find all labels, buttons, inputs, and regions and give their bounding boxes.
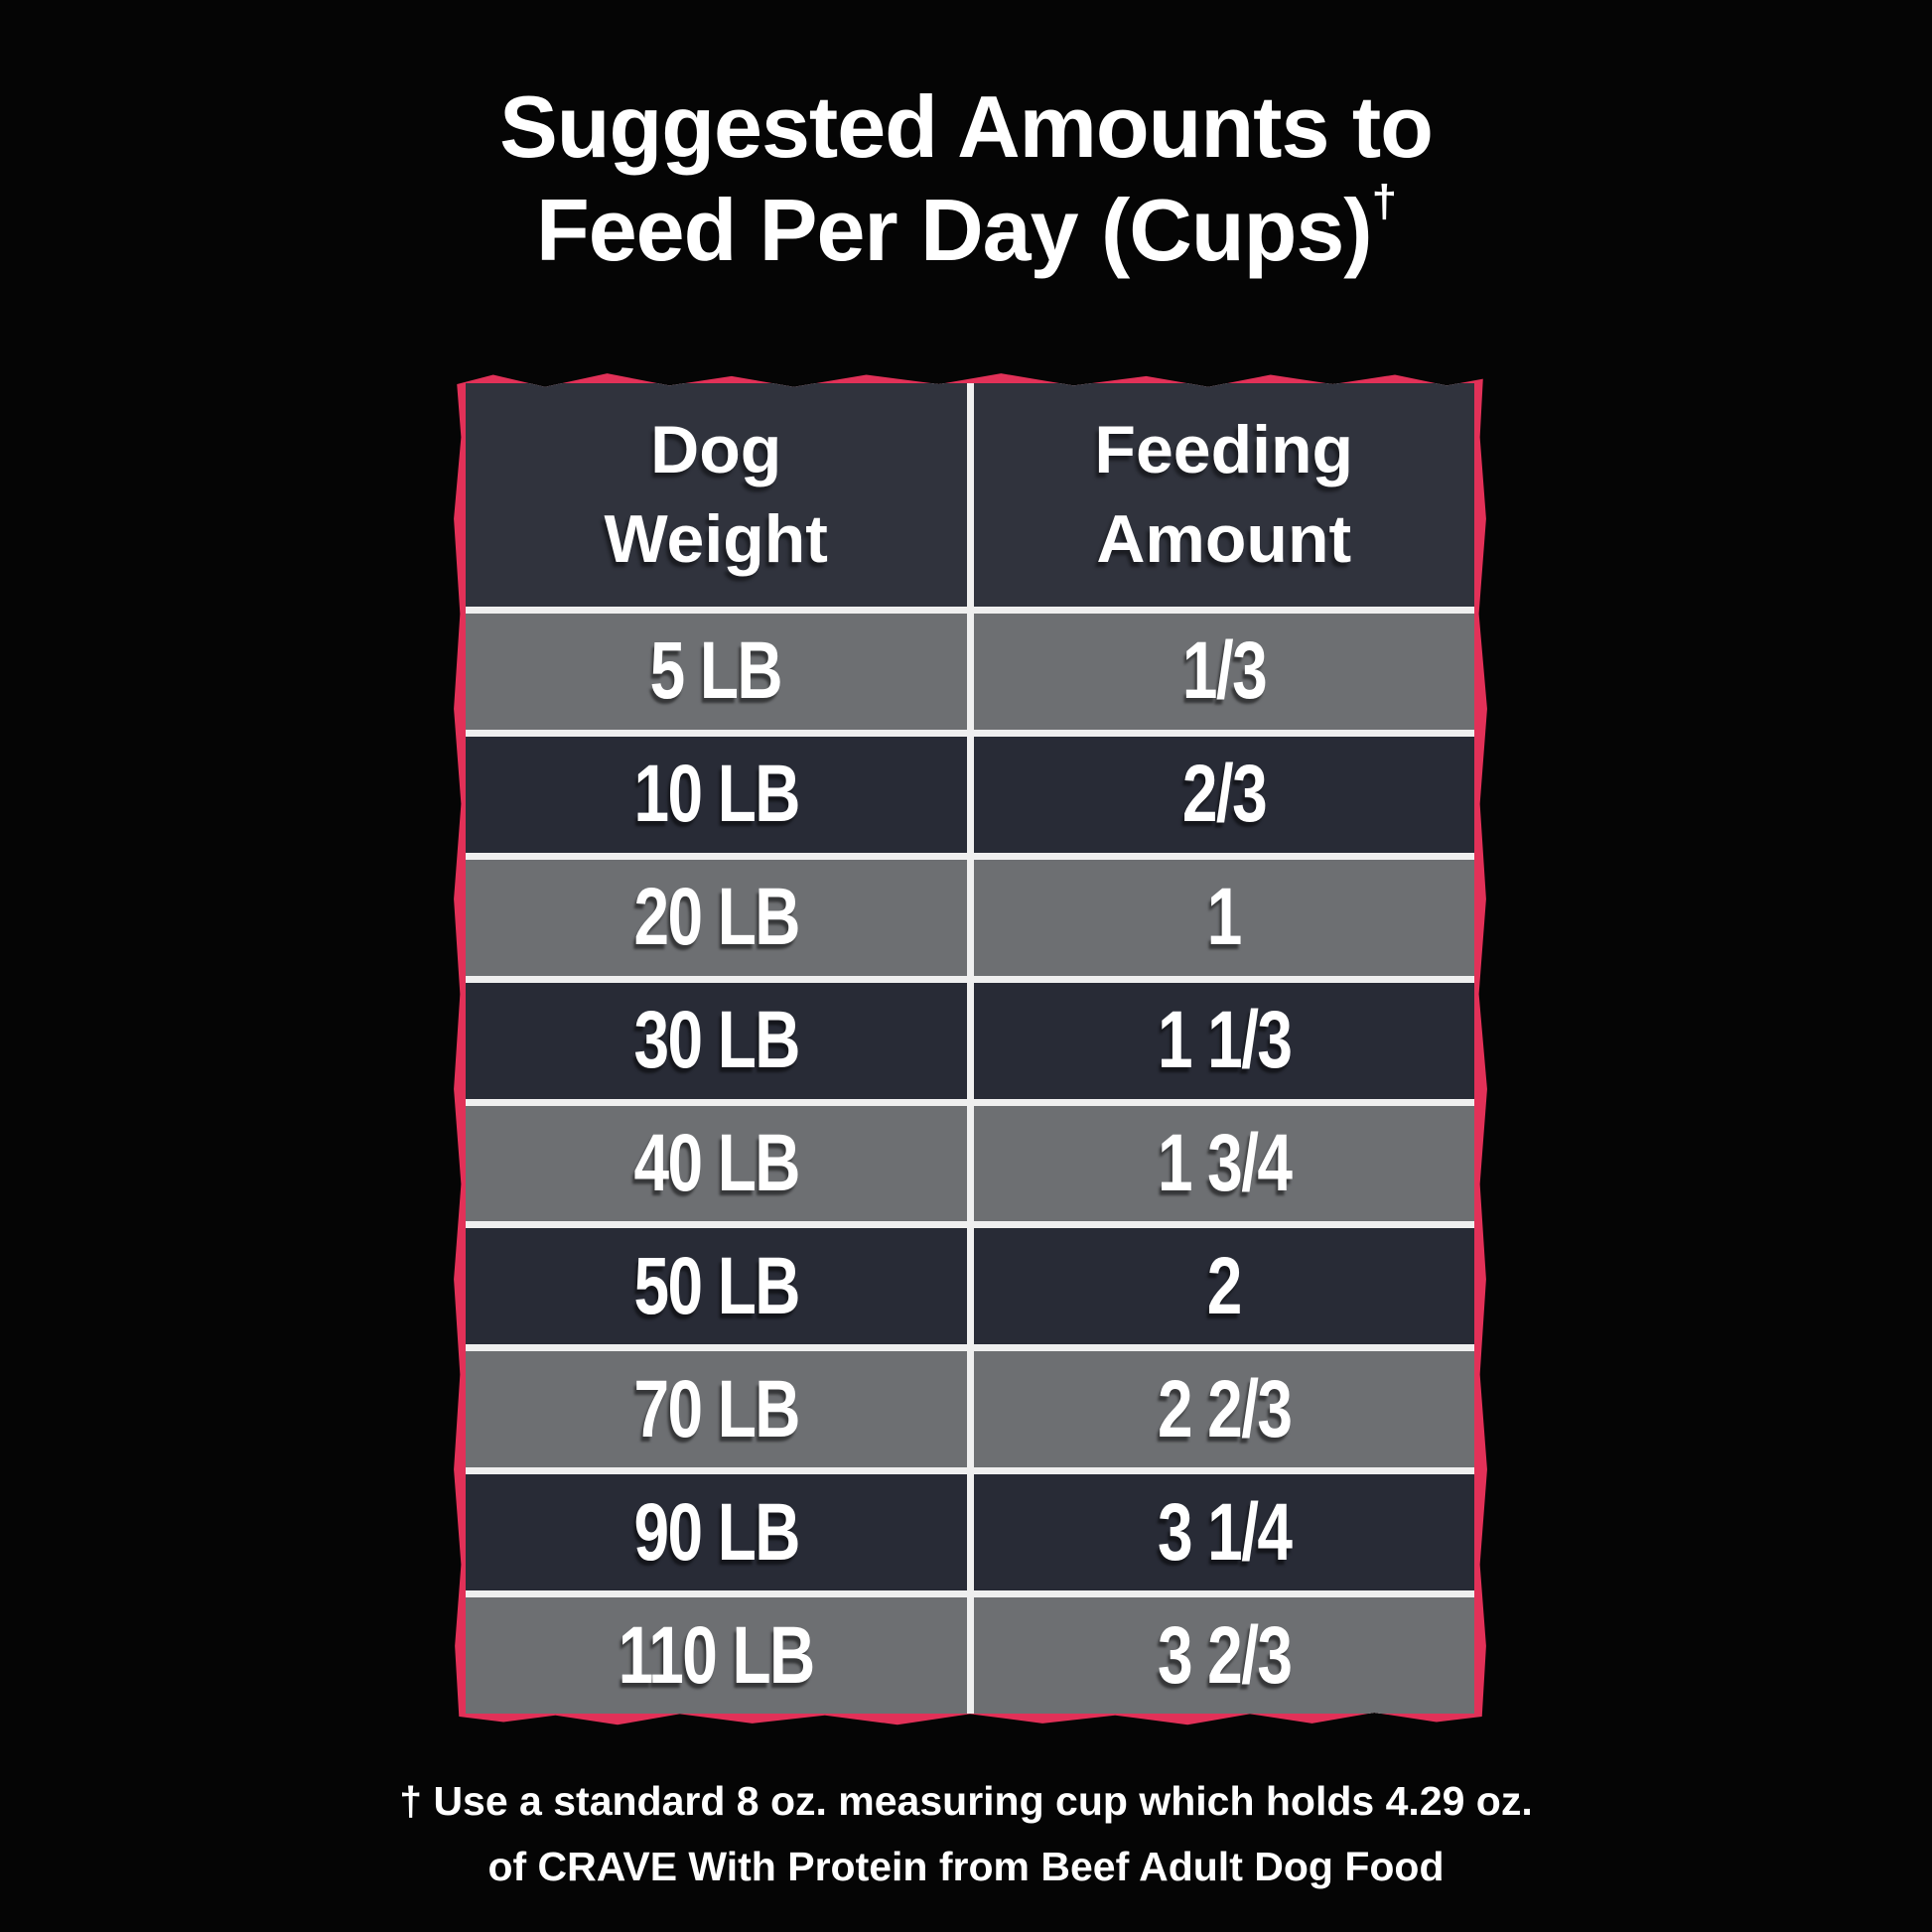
footnote-line-1: † Use a standard 8 oz. measuring cup whi…: [399, 1778, 1533, 1824]
column-header-feeding-amount: Feeding Amount: [973, 383, 1474, 607]
dog-weight-value: 40 LB: [633, 1117, 800, 1208]
dog-weight-cell: 90 LB: [466, 1474, 967, 1591]
dog-weight-cell: 5 LB: [466, 614, 967, 730]
dagger-symbol: †: [1371, 176, 1397, 227]
feeding-amount-value: 2/3: [1181, 749, 1268, 840]
feeding-table-border: Dog Weight Feeding Amount 5 LB 1/3 10 LB…: [454, 373, 1487, 1725]
feeding-amount-cell: 1 3/4: [973, 1105, 1474, 1222]
dog-weight-value: 10 LB: [633, 749, 800, 840]
feeding-amount-value: 3 2/3: [1157, 1609, 1293, 1701]
dog-weight-cell: 20 LB: [466, 859, 967, 976]
feeding-amount-value: 2 2/3: [1157, 1363, 1293, 1454]
dog-weight-cell: 70 LB: [466, 1351, 967, 1468]
title-line-2: Feed Per Day (Cups)†: [0, 176, 1932, 282]
feeding-amount-cell: 3 2/3: [973, 1597, 1474, 1714]
dog-weight-cell: 10 LB: [466, 736, 967, 853]
feeding-amount-value: 1 3/4: [1157, 1117, 1293, 1208]
feeding-amount-value: 1 1/3: [1157, 995, 1293, 1086]
dog-weight-value: 5 LB: [650, 625, 783, 717]
footnote: † Use a standard 8 oz. measuring cup whi…: [0, 1769, 1932, 1899]
footnote-line-2: of CRAVE With Protein from Beef Adult Do…: [487, 1843, 1445, 1889]
feeding-amount-cell: 1: [973, 859, 1474, 976]
dog-weight-cell: 40 LB: [466, 1105, 967, 1222]
feeding-table: Dog Weight Feeding Amount 5 LB 1/3 10 LB…: [466, 383, 1474, 1714]
feeding-amount-cell: 2/3: [973, 736, 1474, 853]
feeding-amount-cell: 2: [973, 1228, 1474, 1345]
feeding-amount-cell: 1/3: [973, 614, 1474, 730]
feeding-amount-value: 1: [1206, 872, 1243, 963]
dog-weight-value: 20 LB: [633, 872, 800, 963]
title-line-2-text: Feed Per Day (Cups): [535, 180, 1373, 279]
dog-weight-value: 110 LB: [618, 1609, 815, 1701]
dog-weight-value: 50 LB: [633, 1240, 800, 1331]
dog-weight-cell: 110 LB: [466, 1597, 967, 1714]
dog-weight-value: 90 LB: [633, 1486, 800, 1578]
feeding-amount-value: 1/3: [1181, 625, 1268, 717]
feeding-amount-value: 2: [1206, 1240, 1243, 1331]
feeding-amount-cell: 3 1/4: [973, 1474, 1474, 1591]
page-title: Suggested Amounts to Feed Per Day (Cups)…: [0, 75, 1932, 282]
dog-weight-cell: 50 LB: [466, 1228, 967, 1345]
feeding-amount-value: 3 1/4: [1157, 1486, 1293, 1578]
column-header-dog-weight: Dog Weight: [466, 383, 967, 607]
feeding-amount-cell: 2 2/3: [973, 1351, 1474, 1468]
dog-weight-cell: 30 LB: [466, 982, 967, 1099]
dog-weight-value: 70 LB: [633, 1363, 800, 1454]
title-line-1: Suggested Amounts to: [499, 77, 1434, 176]
feeding-amount-cell: 1 1/3: [973, 982, 1474, 1099]
dog-weight-value: 30 LB: [633, 995, 800, 1086]
